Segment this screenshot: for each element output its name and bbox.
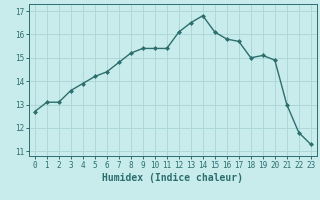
X-axis label: Humidex (Indice chaleur): Humidex (Indice chaleur) xyxy=(102,173,243,183)
